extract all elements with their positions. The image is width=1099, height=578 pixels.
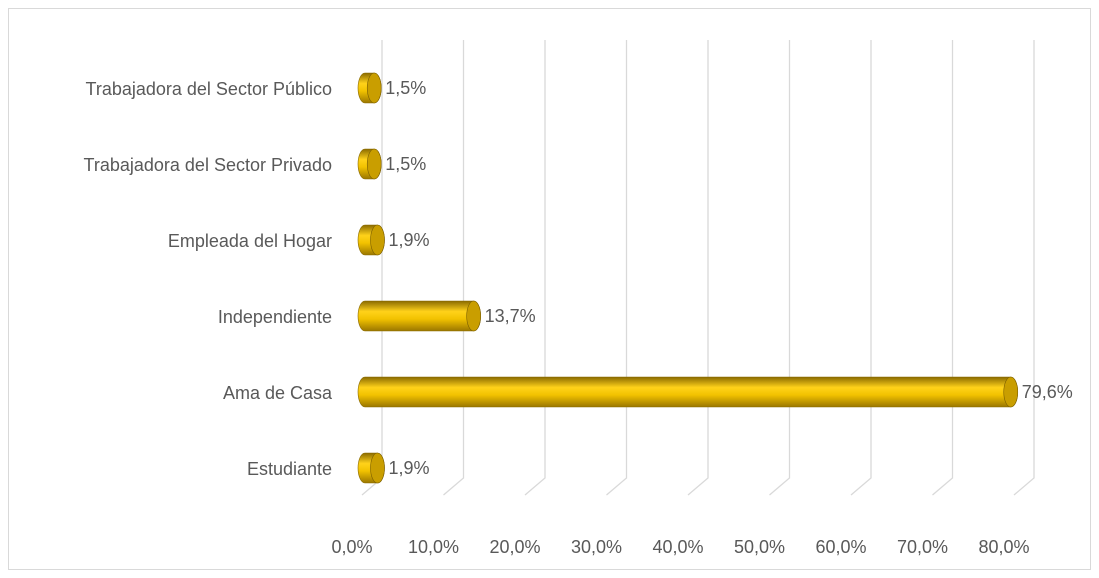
grid-line xyxy=(443,40,465,496)
bar-cap xyxy=(366,148,382,180)
grid-line xyxy=(687,40,709,496)
bar-cap xyxy=(370,452,385,484)
value-label: 1,9% xyxy=(388,230,429,250)
bar-cap xyxy=(366,72,382,104)
bar-cap xyxy=(370,224,385,256)
grid-line xyxy=(524,40,546,496)
bar xyxy=(357,300,481,332)
chart-frame xyxy=(8,8,1091,570)
value-label: 13,7% xyxy=(485,306,536,326)
y-tick-label: Trabajadora del Sector Privado xyxy=(84,155,332,175)
x-tick-label: 10,0% xyxy=(408,537,459,557)
value-label: 79,6% xyxy=(1022,382,1073,402)
value-label: 1,9% xyxy=(388,458,429,478)
y-tick-label: Estudiante xyxy=(247,459,332,479)
x-tick-label: 50,0% xyxy=(734,537,785,557)
y-tick-label: Trabajadora del Sector Público xyxy=(86,79,332,99)
value-label: 1,5% xyxy=(385,78,426,98)
grid-line xyxy=(850,40,872,496)
bar-cap xyxy=(466,300,481,332)
x-tick-label: 0,0% xyxy=(331,537,372,557)
x-tick-label: 80,0% xyxy=(978,537,1029,557)
x-tick-label: 70,0% xyxy=(897,537,948,557)
grid-line xyxy=(606,40,628,496)
value-label: 1,5% xyxy=(385,154,426,174)
bar xyxy=(357,376,1019,408)
x-tick-label: 20,0% xyxy=(489,537,540,557)
y-tick-label: Ama de Casa xyxy=(223,383,333,403)
x-tick-label: 60,0% xyxy=(815,537,866,557)
grid-line xyxy=(1013,40,1035,496)
y-tick-label: Empleada del Hogar xyxy=(168,231,332,251)
bar-cap xyxy=(1003,376,1019,408)
grid-line xyxy=(932,40,954,496)
grid-line xyxy=(769,40,791,496)
y-tick-label: Independiente xyxy=(218,307,332,327)
x-tick-label: 40,0% xyxy=(652,537,703,557)
x-tick-label: 30,0% xyxy=(571,537,622,557)
